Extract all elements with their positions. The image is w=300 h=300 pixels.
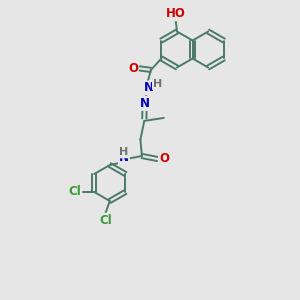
- Text: H: H: [119, 147, 128, 158]
- Text: O: O: [128, 62, 138, 75]
- Text: O: O: [159, 152, 169, 166]
- Text: Cl: Cl: [99, 214, 112, 227]
- Text: Cl: Cl: [69, 185, 81, 199]
- Text: HO: HO: [166, 7, 185, 20]
- Text: N: N: [140, 97, 150, 110]
- Text: N: N: [143, 81, 154, 94]
- Text: N: N: [119, 151, 129, 164]
- Text: H: H: [153, 79, 162, 89]
